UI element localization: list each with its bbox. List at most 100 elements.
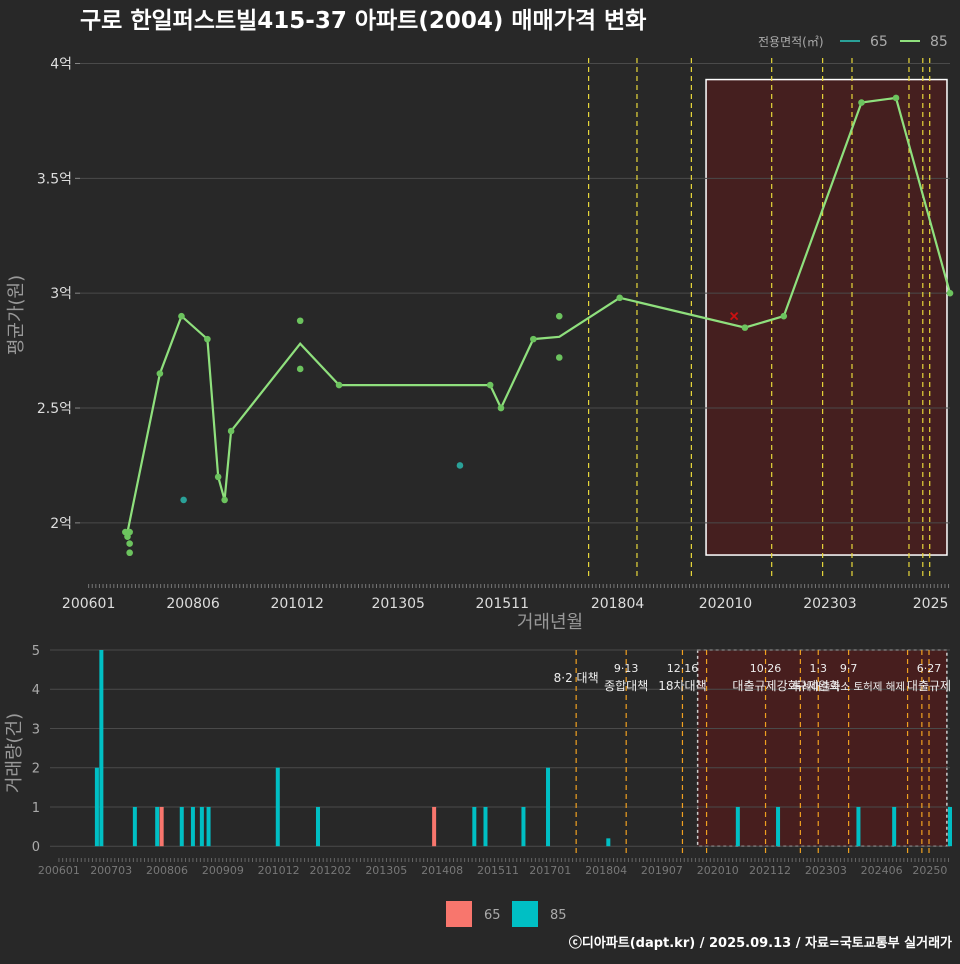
y-tick-label: 4억: [50, 56, 72, 72]
policy-annotation: 9·13: [614, 662, 639, 675]
policy-annotation: 10·26: [750, 662, 782, 675]
legend-label-65: 65: [870, 34, 888, 50]
x-tick-label: 201012: [270, 596, 323, 612]
price-plot: 2억 2.5억 3억 3.5억 4억 200601 200806 201012 201305 20…: [6, 56, 954, 633]
series-85-point: [156, 370, 164, 377]
bar-85: [483, 806, 488, 847]
bar-85: [776, 806, 781, 847]
bar-85: [606, 838, 611, 847]
x-tick-label: 200703: [90, 864, 132, 877]
series-85-point: [204, 335, 211, 343]
series-85-point: [126, 549, 133, 557]
legend-top: 전용면적(㎡) 65 85: [758, 34, 948, 50]
x-tick-label: 201305: [365, 864, 407, 877]
policy-annotation: 1·3: [809, 662, 827, 675]
x-tick-label: 201804: [591, 596, 645, 612]
policy-annotation: 규제완화: [796, 679, 840, 693]
cancelled-mark: [729, 312, 739, 321]
bar-85: [521, 806, 526, 847]
volume-plot: 0 1 2 3 4 5 8·2 대책 9·13 종합대책 12·16 18차대책 10·26 대출규제강…: [4, 644, 952, 877]
bar-85: [206, 806, 211, 847]
x-tick-label: 201202: [309, 864, 351, 877]
y-tick-label: 3.5억: [37, 171, 72, 187]
legend-swatch-65: [446, 901, 472, 927]
series-85-point: [178, 312, 185, 320]
bar-65: [159, 806, 164, 847]
footer-credit: ⓒ디아파트(dapt.kr) / 2025.09.13 / 자료=국토교통부 실…: [569, 935, 952, 951]
y-tick-label: 2: [32, 762, 40, 777]
x-tick-label: 2025: [913, 596, 949, 612]
series-85-point: [296, 365, 304, 373]
x-axis-title: 거래년월: [517, 612, 583, 633]
series-85-point: [780, 312, 788, 320]
x-tick-label: 200909: [202, 864, 244, 877]
x-tick-label: 202406: [861, 864, 903, 877]
series-85-point: [616, 294, 624, 302]
highlight-region: [705, 78, 948, 556]
policy-annotation: 18차대책: [658, 678, 706, 693]
series-85-point: [214, 473, 222, 481]
series-65-point: [456, 462, 464, 469]
x-tick-label: 200806: [146, 864, 188, 877]
legend-bottom: 65 85: [446, 901, 567, 927]
x-tick-label: 202303: [803, 596, 856, 612]
policy-annotation: 8·2 대책: [554, 670, 599, 685]
x-tick-label: 201701: [529, 864, 571, 877]
series-85-point: [555, 312, 563, 320]
legend-title: 전용면적(㎡): [758, 35, 824, 49]
x-tick-label: 201907: [641, 864, 683, 877]
x-tick-label: 200601: [38, 864, 80, 877]
series-85-point: [296, 317, 304, 325]
policy-annotation: 대출규제강화: [732, 679, 798, 693]
y-tick-label: 1: [32, 801, 40, 816]
series-85-point: [126, 528, 133, 536]
y-tick-label: 5: [32, 644, 40, 659]
bar-85: [275, 767, 280, 847]
series-85-point: [555, 354, 563, 361]
chart-title: 구로 한일퍼스트빌415-37 아파트(2004) 매매가격 변화: [80, 8, 646, 34]
legend-label-65: 65: [484, 908, 501, 923]
series-85-point: [530, 335, 537, 343]
x-tick-label: 202010: [697, 864, 739, 877]
bar-85: [199, 806, 204, 847]
bar-85: [155, 806, 160, 847]
legend-swatch-85: [512, 901, 538, 927]
y-axis-title: 평균가(원): [6, 275, 27, 355]
series-85-point: [486, 381, 494, 389]
series-85-point: [126, 540, 133, 547]
bar-85: [546, 767, 551, 847]
bar-85: [94, 767, 99, 847]
x-tick-label: 201804: [585, 864, 627, 877]
y-tick-label: 2.5억: [37, 401, 72, 417]
legend-label-85: 85: [930, 34, 948, 50]
policy-annotation: 특례대출축소 토허제 해제: [792, 680, 905, 693]
x-tick-label: 202303: [805, 864, 847, 877]
legend-label-85: 85: [550, 908, 567, 923]
bar-85: [948, 806, 952, 847]
series-65-point: [180, 496, 187, 504]
policy-annotation: 9·7: [840, 662, 858, 675]
bar-85: [132, 806, 137, 847]
series-85-point: [221, 496, 228, 504]
series-85-point: [227, 427, 235, 435]
policy-annotation: 대출규제: [907, 679, 951, 693]
x-tick-label: 201511: [477, 864, 519, 877]
series-85-point: [892, 94, 900, 102]
bar-85: [856, 806, 861, 847]
series-85-point: [741, 324, 749, 331]
bar-85: [179, 806, 184, 847]
policy-annotation: 종합대책: [604, 678, 648, 693]
bar-85: [892, 806, 897, 847]
bar-65: [432, 806, 437, 847]
series-85-point: [946, 289, 954, 297]
x-tick-label: 201511: [476, 596, 529, 612]
x-tick-label: 200601: [62, 596, 115, 612]
y-tick-label: 0: [32, 840, 40, 855]
x-tick-label: 200806: [166, 596, 220, 612]
series-85-point: [858, 99, 865, 106]
bar-85: [472, 806, 477, 847]
policy-annotation: 12·16: [667, 662, 699, 675]
bar-85: [99, 650, 104, 847]
